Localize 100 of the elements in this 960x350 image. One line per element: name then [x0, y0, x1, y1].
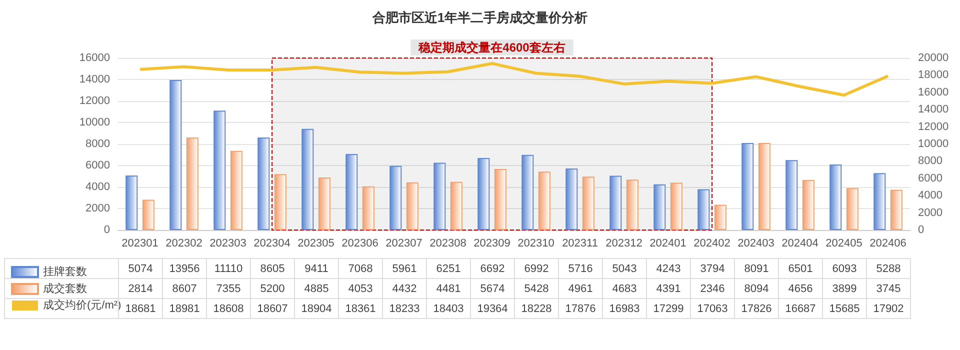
- y2-tick-label: 16000: [918, 86, 949, 98]
- bar: [346, 154, 358, 230]
- data-label: 17826: [734, 298, 778, 318]
- data-label: 7068: [338, 258, 382, 278]
- y-tick-label: 2000: [86, 202, 110, 214]
- y2-tick-label: 18000: [918, 69, 949, 82]
- data-label: 4243: [646, 258, 690, 278]
- data-label: 5716: [558, 258, 602, 278]
- data-label: 4053: [338, 278, 382, 298]
- y-tick-label: 8000: [86, 138, 110, 150]
- data-label: 5674: [470, 278, 514, 298]
- bar: [434, 162, 446, 230]
- y2-tick-label: 4000: [918, 190, 942, 202]
- x-tick-label: 202301: [122, 238, 158, 250]
- bar: [758, 142, 770, 230]
- bar: [874, 173, 886, 230]
- bar: [714, 204, 726, 230]
- y2-tick-label: 10000: [918, 138, 949, 150]
- x-tick-label: 202304: [254, 238, 290, 250]
- legend-label: 挂牌套数: [43, 266, 87, 278]
- x-tick-label: 202302: [166, 238, 202, 250]
- bar: [230, 150, 242, 230]
- bar: [478, 158, 490, 230]
- bar: [214, 110, 226, 230]
- bar: [626, 180, 638, 230]
- legend-label: 成交套数: [43, 282, 87, 295]
- data-label: 6093: [822, 258, 866, 278]
- data-label: 17063: [690, 298, 734, 318]
- y2-tick-label: 14000: [918, 104, 949, 116]
- data-label: 6992: [514, 258, 558, 278]
- data-label: 17902: [866, 298, 910, 318]
- data-label: 16983: [602, 298, 646, 318]
- data-label: 4683: [602, 278, 646, 298]
- x-tick-label: 202406: [870, 238, 906, 250]
- y-tick-label: 10000: [79, 116, 110, 128]
- x-tick-label: 202309: [474, 238, 510, 250]
- data-label: 18361: [338, 298, 382, 318]
- bar: [390, 166, 402, 230]
- data-label: 4432: [382, 278, 426, 298]
- y-tick-label: 6000: [86, 160, 110, 172]
- bar: [274, 174, 286, 230]
- data-label: 13956: [162, 258, 206, 278]
- data-label: 5961: [382, 258, 426, 278]
- line-series: [138, 62, 890, 97]
- bar: [566, 168, 578, 230]
- data-label: 18233: [382, 298, 426, 318]
- data-label: 18608: [206, 298, 250, 318]
- data-label: 8094: [734, 278, 778, 298]
- data-label: 5043: [602, 258, 646, 278]
- bar: [142, 200, 154, 230]
- data-label: 6501: [778, 258, 822, 278]
- x-tick-label: 202307: [386, 238, 422, 250]
- data-label: 18403: [426, 298, 470, 318]
- data-label: 5428: [514, 278, 558, 298]
- y2-tick-label: 20000: [918, 52, 949, 64]
- bar: [698, 189, 710, 230]
- y-tick-label: 0: [104, 224, 110, 236]
- bar: [538, 172, 550, 230]
- data-label: 8605: [250, 258, 294, 278]
- y2-tick-label: 6000: [918, 172, 942, 184]
- bar: [742, 143, 754, 230]
- data-label: 3899: [822, 278, 866, 298]
- data-label: 2814: [118, 278, 162, 298]
- data-label: 4481: [426, 278, 470, 298]
- data-label: 11110: [206, 258, 250, 278]
- y-tick-label: 4000: [86, 181, 110, 193]
- x-tick-label: 202303: [210, 238, 246, 250]
- bar: [258, 137, 270, 230]
- bar: [170, 80, 182, 230]
- data-label: 4391: [646, 278, 690, 298]
- y2-tick-label: 8000: [918, 155, 942, 168]
- data-label: 6692: [470, 258, 514, 278]
- data-label: 18681: [125, 302, 156, 314]
- bar: [802, 180, 814, 230]
- x-tick-label: 202306: [342, 238, 378, 250]
- bar: [126, 175, 138, 230]
- bar: [302, 128, 314, 230]
- data-label: 16687: [778, 298, 822, 318]
- x-tick-label: 202311: [562, 238, 598, 250]
- bar: [582, 176, 594, 230]
- bar: [186, 137, 198, 230]
- x-tick-label: 202312: [606, 238, 642, 250]
- x-tick-label: 202404: [782, 238, 818, 250]
- x-tick-label: 202310: [518, 238, 554, 250]
- x-tick-label: 202403: [738, 238, 774, 250]
- data-label: 17876: [558, 298, 602, 318]
- data-label: 3794: [690, 258, 734, 278]
- data-label: 18904: [294, 298, 338, 318]
- data-label: 17299: [646, 298, 690, 318]
- data-label: 5288: [866, 258, 910, 278]
- y-tick-label: 14000: [79, 74, 110, 86]
- bar: [522, 154, 534, 230]
- data-label: 9411: [294, 258, 338, 278]
- data-label: 5200: [250, 278, 294, 298]
- bar: [494, 169, 506, 230]
- data-label: 18228: [514, 298, 558, 318]
- bar: [830, 164, 842, 230]
- bar: [670, 182, 682, 230]
- data-label: 8607: [162, 278, 206, 298]
- bar: [610, 176, 622, 230]
